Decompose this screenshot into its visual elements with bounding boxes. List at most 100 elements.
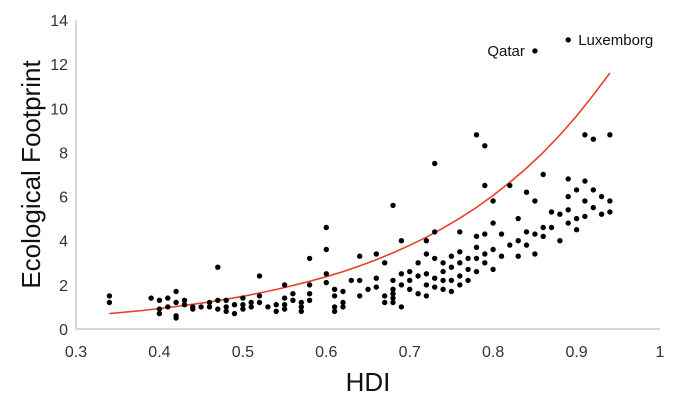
data-point <box>515 215 521 222</box>
data-points <box>106 37 613 321</box>
data-point <box>465 277 471 284</box>
data-point <box>240 302 246 308</box>
data-point <box>415 260 421 266</box>
data-point <box>148 295 154 301</box>
data-point <box>532 231 538 237</box>
data-point <box>473 255 480 262</box>
data-point <box>448 277 455 284</box>
data-point <box>240 295 246 301</box>
data-point <box>206 304 213 310</box>
data-point <box>457 273 463 279</box>
data-point <box>565 220 571 226</box>
data-point <box>532 48 538 54</box>
data-point <box>173 315 179 321</box>
data-point <box>532 251 538 257</box>
data-point <box>165 304 171 310</box>
data-point <box>298 304 304 310</box>
x-tick-label: 0.6 <box>315 344 337 361</box>
x-tick-label: 0.4 <box>148 344 170 361</box>
data-point <box>382 299 388 306</box>
data-point <box>607 209 613 215</box>
data-point <box>273 302 279 308</box>
x-tick-label: 0.7 <box>399 344 421 361</box>
data-point <box>532 198 538 204</box>
data-point <box>290 297 296 303</box>
data-point <box>407 286 413 292</box>
data-point <box>607 198 613 204</box>
data-point <box>523 242 530 248</box>
data-point <box>448 264 455 270</box>
data-point <box>357 277 363 284</box>
data-point <box>373 284 379 290</box>
data-point <box>382 260 388 266</box>
data-point <box>390 295 396 301</box>
data-point <box>440 277 446 284</box>
data-point <box>323 246 329 253</box>
y-tick-label: 4 <box>59 234 68 251</box>
data-point <box>331 286 338 292</box>
data-point <box>590 204 596 211</box>
data-point <box>582 178 588 184</box>
data-point <box>490 246 496 253</box>
data-point <box>357 293 363 299</box>
data-point <box>190 306 196 312</box>
data-point <box>482 251 488 257</box>
x-tick-label: 0.8 <box>482 344 504 361</box>
data-point <box>482 182 488 189</box>
data-point <box>415 273 421 279</box>
data-point <box>582 213 588 220</box>
data-point <box>106 299 113 306</box>
data-point <box>156 310 163 317</box>
data-point <box>298 308 304 314</box>
data-point <box>598 211 605 217</box>
data-point <box>482 231 488 237</box>
data-point <box>448 288 455 295</box>
data-point <box>440 260 446 266</box>
data-point <box>490 220 496 226</box>
data-point <box>165 295 171 301</box>
data-point <box>348 277 354 284</box>
data-point <box>390 291 396 297</box>
data-point <box>540 233 546 239</box>
point-annotation: Luxemborg <box>578 32 653 49</box>
data-point <box>573 215 580 222</box>
data-point <box>457 249 463 255</box>
data-point <box>298 299 304 306</box>
data-point <box>240 306 246 312</box>
data-point <box>248 299 254 306</box>
x-tick-labels: 0.3 0.4 0.5 0.6 0.7 0.8 0.9 1 <box>65 344 665 361</box>
data-point <box>181 297 188 303</box>
data-point <box>340 299 346 306</box>
data-point <box>432 255 438 262</box>
data-point <box>473 244 480 250</box>
data-point <box>398 238 405 244</box>
y-tick-label: 10 <box>50 101 68 118</box>
data-point <box>273 308 279 314</box>
data-point <box>590 136 596 142</box>
data-point <box>323 271 329 277</box>
data-point <box>390 277 396 284</box>
data-point <box>323 279 329 286</box>
data-point <box>565 37 571 43</box>
data-point <box>407 277 413 284</box>
data-point <box>390 286 396 292</box>
data-point <box>331 308 338 314</box>
data-point <box>465 255 471 262</box>
data-point <box>365 286 371 292</box>
data-point <box>440 268 446 275</box>
data-point <box>448 253 455 259</box>
data-point <box>548 209 555 215</box>
data-point <box>281 306 288 312</box>
data-point <box>331 293 338 299</box>
data-point <box>507 242 513 248</box>
data-point <box>390 299 396 306</box>
data-point <box>198 304 204 310</box>
data-point <box>373 275 379 281</box>
data-point <box>173 299 179 306</box>
data-point <box>281 282 288 288</box>
x-tick-label: 0.9 <box>565 344 587 361</box>
data-point <box>598 193 605 200</box>
x-tick-label: 0.5 <box>232 344 254 361</box>
data-point <box>432 275 438 281</box>
data-point <box>565 193 571 200</box>
